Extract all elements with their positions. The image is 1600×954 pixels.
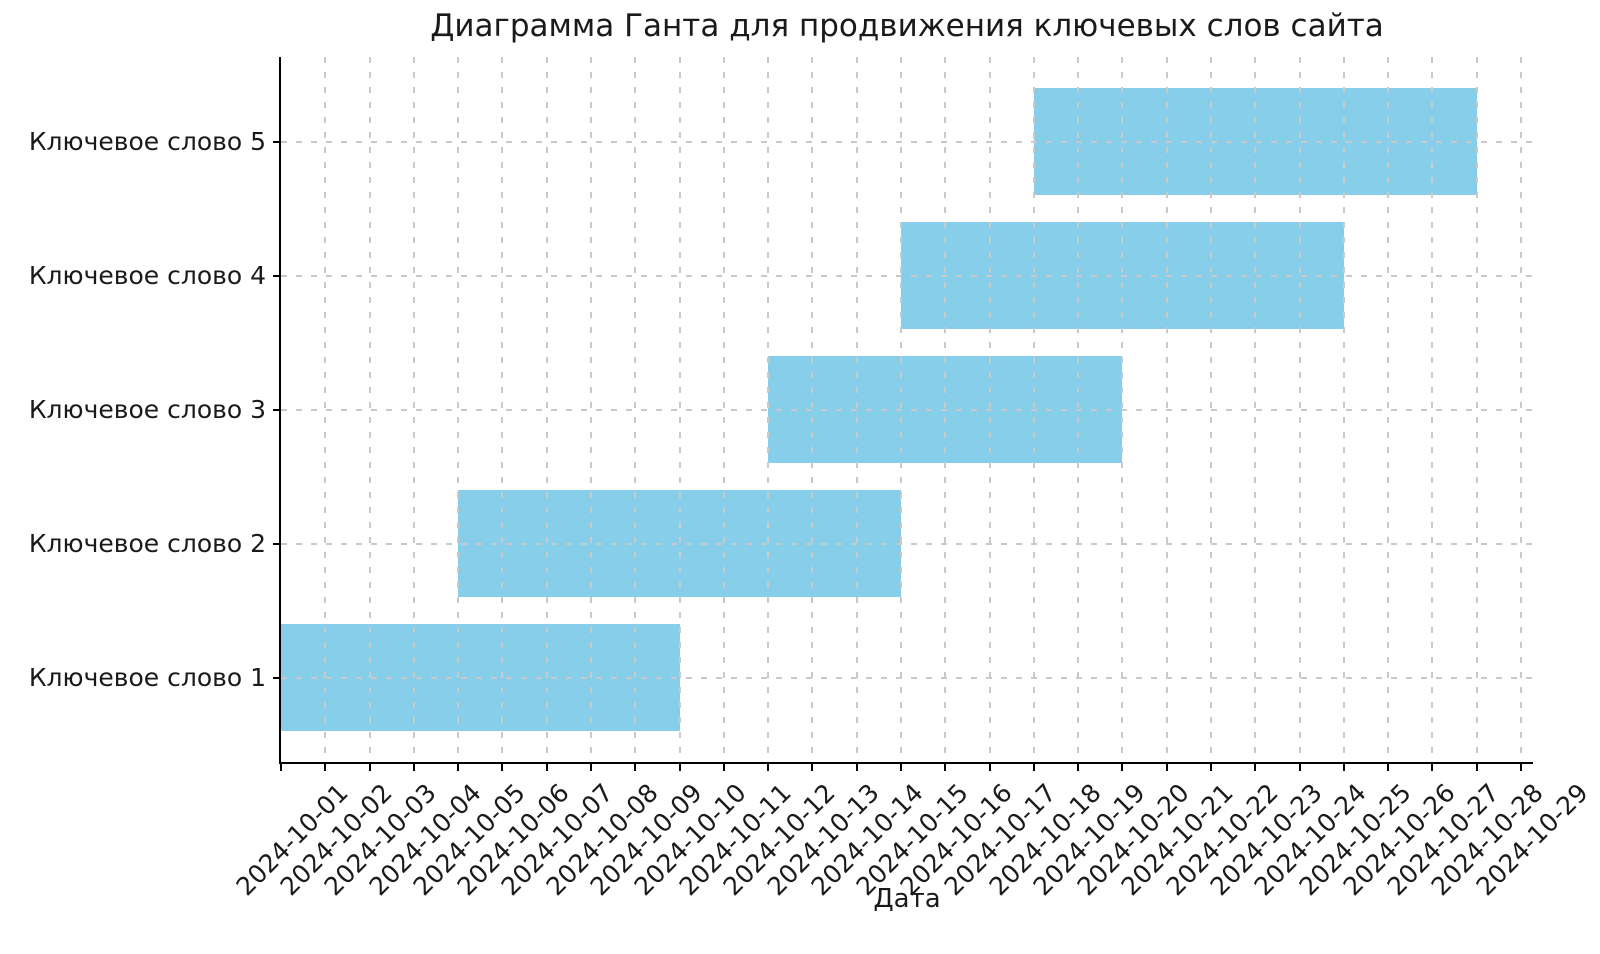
x-axis-spine — [279, 762, 1533, 764]
x-tick — [1254, 764, 1257, 771]
x-tick — [1298, 764, 1301, 771]
x-tick — [457, 764, 460, 771]
x-tick — [811, 764, 814, 771]
x-tick — [1210, 764, 1212, 771]
x-tick — [988, 764, 991, 771]
y-tick — [273, 408, 280, 411]
y-gridline — [281, 676, 1533, 679]
y-tick — [273, 676, 280, 679]
x-tick — [324, 764, 327, 771]
y-tick-label: Ключевое слово 3 — [28, 395, 266, 425]
y-tick-label: Ключевое слово 4 — [28, 261, 266, 291]
x-axis-label: Дата — [873, 884, 941, 914]
x-tick — [1165, 764, 1168, 771]
y-gridline — [281, 274, 1533, 277]
x-tick — [855, 764, 858, 771]
x-tick — [1431, 764, 1434, 771]
x-tick — [368, 764, 371, 771]
x-tick — [1077, 764, 1080, 771]
x-tick — [1520, 764, 1522, 771]
x-tick — [944, 764, 947, 771]
y-gridline — [281, 542, 1533, 545]
y-tick — [273, 274, 280, 277]
y-tick-label: Ключевое слово 2 — [28, 529, 266, 558]
x-tick — [678, 764, 681, 771]
x-tick — [1032, 764, 1035, 771]
chart-title: Диаграмма Ганта для продвижения ключевых… — [430, 8, 1384, 44]
y-gridline — [281, 408, 1533, 411]
x-tick — [412, 764, 415, 771]
x-tick — [1121, 764, 1124, 771]
y-tick — [273, 140, 280, 143]
y-tick-label: Ключевое слово 1 — [28, 663, 266, 692]
x-tick — [767, 764, 770, 771]
y-axis-spine — [279, 57, 281, 764]
x-tick — [1387, 764, 1390, 771]
x-tick — [501, 764, 504, 771]
x-tick — [280, 764, 282, 771]
x-tick — [1342, 764, 1345, 771]
x-tick — [1475, 764, 1478, 771]
x-tick — [590, 764, 592, 771]
x-tick — [722, 764, 725, 771]
x-tick — [545, 764, 548, 771]
y-tick — [273, 542, 280, 545]
y-tick-label: Ключевое слово 5 — [28, 127, 266, 157]
x-tick — [900, 764, 902, 771]
y-gridline — [281, 140, 1533, 143]
x-tick — [634, 764, 637, 771]
